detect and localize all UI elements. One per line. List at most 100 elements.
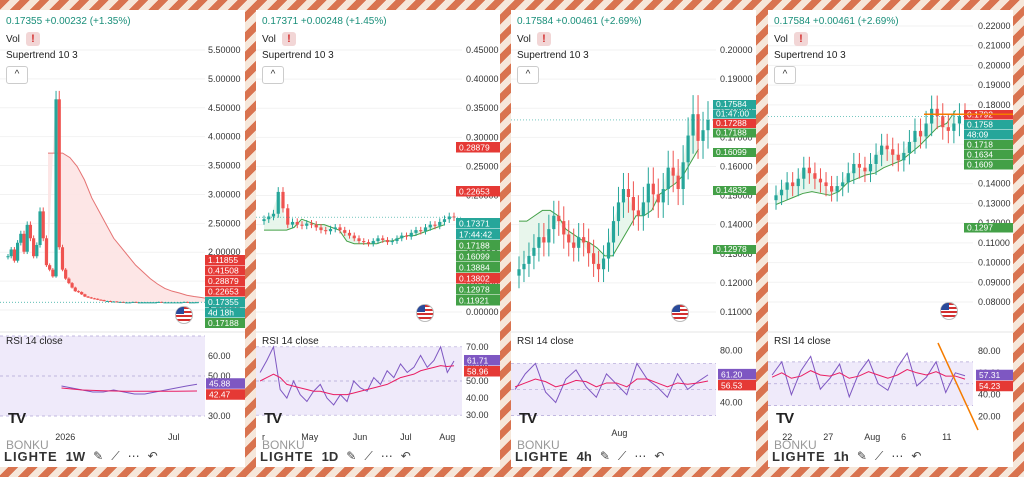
price-axis-label: 0.21000: [978, 41, 1011, 51]
warning-icon[interactable]: !: [281, 32, 296, 46]
price-tag-label: 0.13802: [459, 274, 490, 284]
candle-body: [587, 242, 591, 254]
warning-icon[interactable]: !: [793, 32, 808, 46]
undo-icon[interactable]: ↶: [400, 449, 411, 463]
trend-tool-icon[interactable]: ⟋: [364, 448, 373, 463]
candle-body: [19, 233, 23, 243]
price-tag-label: 0.11921: [459, 296, 489, 306]
symbol-label[interactable]: LIGHTE: [4, 448, 58, 464]
interval-label[interactable]: 1D: [321, 448, 339, 464]
price-tag-label: 0.14832: [716, 185, 747, 195]
price-tag-label: 01:47:00: [716, 109, 749, 119]
undo-icon[interactable]: ↶: [654, 449, 665, 463]
price-tag: [713, 109, 756, 119]
chart-panel-4h[interactable]: 0.200000.190000.180000.170000.160000.150…: [511, 10, 756, 467]
price-tag-label: 0.1758: [967, 120, 993, 130]
candle-body: [89, 297, 93, 299]
collapse-button[interactable]: ^: [262, 66, 284, 84]
price-tag: [205, 286, 245, 297]
price-tag: [456, 218, 500, 229]
x-axis-label: 22: [782, 432, 792, 442]
candle-body: [179, 302, 183, 304]
trend-tool-icon[interactable]: ⟋: [111, 448, 120, 463]
chart-panel-1w[interactable]: 5.50000 5.00000 4.50000 4.00000 3.50000 3.000…: [0, 10, 245, 467]
candle-body: [147, 302, 151, 304]
more-icon[interactable]: ⋯: [127, 449, 140, 463]
x-axis-label: 2026: [55, 432, 75, 442]
candle-body: [433, 224, 437, 226]
rsi-tag: [718, 379, 756, 391]
candle-body: [153, 302, 157, 304]
price-tag-label: 0.16099: [459, 252, 490, 262]
warning-icon[interactable]: !: [536, 32, 551, 46]
price-tag-label: 0.1634: [967, 150, 993, 160]
pencil-icon[interactable]: ✎: [93, 449, 104, 463]
candle-body: [807, 167, 811, 174]
collapse-button[interactable]: ^: [6, 66, 28, 84]
price-tag: [205, 276, 245, 286]
trend-tool-icon[interactable]: ⟋: [874, 448, 884, 463]
price-tag-label: 0.1297: [967, 223, 993, 233]
candle-body: [128, 302, 132, 304]
candle-body: [824, 182, 828, 187]
pencil-icon[interactable]: ✎: [346, 449, 357, 463]
collapse-button[interactable]: ^: [774, 66, 796, 84]
interval-label[interactable]: 1h: [833, 448, 849, 464]
price-axis-label: 0.25000: [466, 161, 499, 171]
pencil-icon[interactable]: ✎: [856, 449, 867, 463]
candle-body: [930, 108, 934, 124]
rsi-axis-label: 40.00: [978, 390, 1001, 400]
candle-body: [38, 211, 42, 245]
rsi-tag-label: 54.23: [979, 381, 1001, 391]
candle-body: [631, 197, 635, 211]
more-icon[interactable]: ⋯: [380, 449, 393, 463]
price-axis-label: 0.18000: [978, 100, 1011, 110]
x-axis-label: Jul: [400, 432, 412, 442]
candle-body: [400, 235, 404, 239]
chart-panel-1d[interactable]: 0.450000.400000.350000.300000.250000.200…: [256, 10, 500, 467]
candle-body: [314, 224, 318, 228]
price-axis-label: 4.50000: [208, 103, 241, 113]
volume-label: Vol!: [262, 32, 296, 46]
collapse-button[interactable]: ^: [517, 66, 539, 84]
candle-body: [791, 182, 795, 187]
chart-svg: 0.200000.190000.180000.170000.160000.150…: [511, 45, 756, 438]
interval-label[interactable]: 1W: [65, 448, 86, 464]
symbol-label[interactable]: LIGHTE: [515, 448, 569, 464]
candle-body: [25, 224, 29, 252]
price-axis-label: 0.19000: [720, 74, 753, 84]
chart-panel-1h[interactable]: 0.220000.210000.200000.190000.180000.170…: [768, 10, 1013, 467]
symbol-label[interactable]: LIGHTE: [260, 448, 314, 464]
candle-body: [611, 221, 616, 243]
price-tag: [456, 295, 500, 306]
price-axis-label: 0.11000: [720, 307, 752, 317]
candle-body: [54, 99, 58, 277]
price-tag: [456, 240, 500, 251]
pencil-icon[interactable]: ✎: [599, 449, 610, 463]
candle-body: [160, 301, 164, 303]
price-header: 0.17371 +0.00248 (+1.45%): [262, 16, 387, 27]
candle-body: [376, 238, 380, 242]
rsi-label: RSI 14 close: [517, 336, 574, 347]
price-tag: [205, 307, 245, 318]
candle-body: [73, 287, 77, 292]
undo-icon[interactable]: ↶: [147, 449, 158, 463]
candle-body: [80, 292, 84, 295]
warning-icon[interactable]: !: [25, 32, 40, 46]
price-axis-label: 0.20000: [720, 45, 753, 55]
symbol-label[interactable]: LIGHTE: [772, 448, 826, 464]
candle-body: [946, 127, 950, 131]
more-icon[interactable]: ⋯: [634, 449, 647, 463]
rsi-ma-line: [259, 365, 455, 396]
x-axis-label: Jun: [353, 432, 368, 442]
price-tag-label: 1.11855: [208, 255, 238, 265]
rsi-line: [514, 362, 709, 404]
candle-body: [428, 224, 432, 228]
candle-body: [547, 229, 551, 243]
interval-label[interactable]: 4h: [576, 448, 592, 464]
price-tag-label: 0.22653: [459, 187, 490, 197]
more-icon[interactable]: ⋯: [891, 449, 904, 463]
candle-body: [796, 178, 800, 187]
trend-tool-icon[interactable]: ⟋: [617, 448, 627, 463]
undo-icon[interactable]: ↶: [911, 449, 922, 463]
